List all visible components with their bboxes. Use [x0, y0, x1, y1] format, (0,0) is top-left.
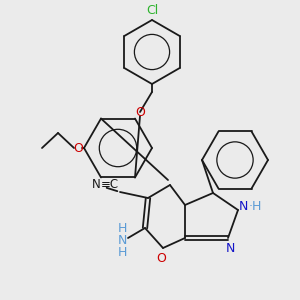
Text: ·H: ·H: [248, 200, 262, 214]
Text: ≡C: ≡C: [101, 178, 119, 191]
Text: N: N: [238, 200, 248, 214]
Text: O: O: [156, 251, 166, 265]
Text: H: H: [117, 245, 127, 259]
Text: H: H: [117, 221, 127, 235]
Text: Cl: Cl: [146, 4, 158, 16]
Text: N: N: [117, 233, 127, 247]
Text: O: O: [135, 106, 145, 118]
Text: O: O: [73, 142, 83, 154]
Text: N: N: [92, 178, 100, 191]
Text: N: N: [225, 242, 235, 254]
